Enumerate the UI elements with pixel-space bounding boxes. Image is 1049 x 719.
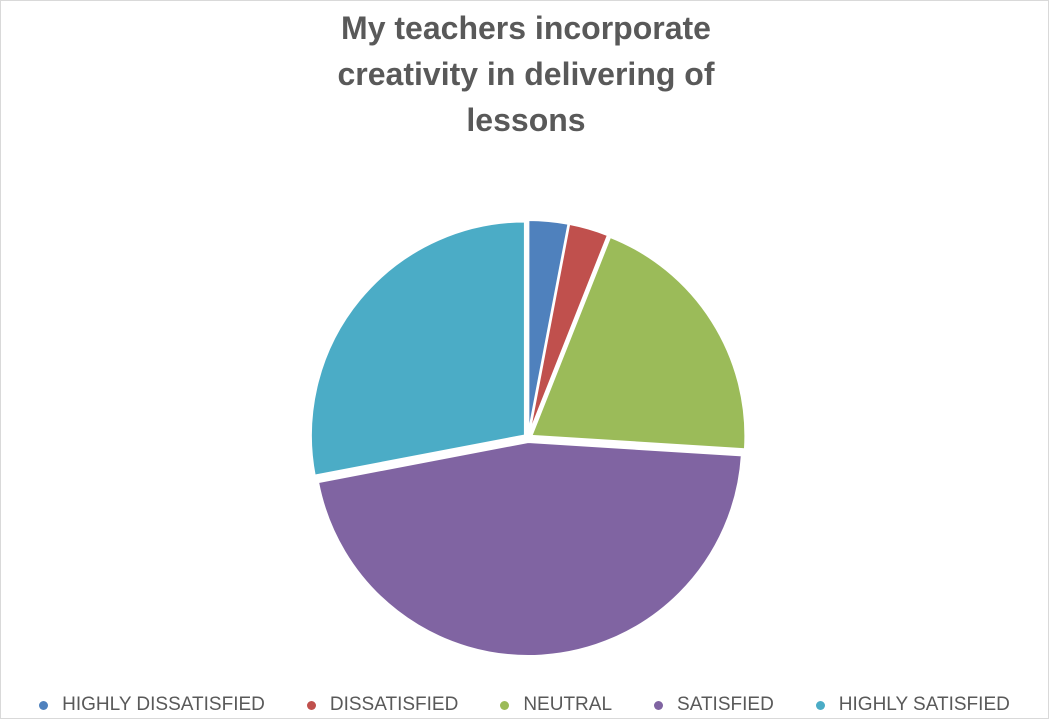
legend-label: HIGHLY DISSATISFIED (62, 694, 265, 715)
pie-slice (529, 235, 747, 451)
legend-marker (815, 700, 825, 710)
legend: HIGHLY DISSATISFIED DISSATISFIED NEUTRAL SA… (1, 694, 1048, 716)
pie-slice (316, 440, 743, 657)
legend-marker (306, 700, 316, 710)
legend-label: HIGHLY SATISFIED (838, 694, 1010, 715)
legend-marker (500, 700, 510, 710)
legend-label: NEUTRAL (523, 694, 613, 715)
pie-slice (309, 220, 526, 477)
legend-entry: DISSATISFIED (306, 694, 459, 716)
pie-slice (528, 222, 610, 435)
legend-entry: NEUTRAL (500, 694, 612, 716)
legend-marker (39, 700, 49, 710)
legend-entry: SATISFIED (654, 694, 774, 716)
chart-title: My teachers incorporate creativity in de… (337, 10, 715, 138)
legend-marker (654, 700, 664, 710)
legend-label: DISSATISFIED (329, 694, 459, 715)
legend-label: SATISFIED (677, 694, 774, 715)
legend-entry: HIGHLY DISSATISFIED (39, 694, 265, 716)
legend-entry: HIGHLY SATISFIED (815, 694, 1010, 716)
